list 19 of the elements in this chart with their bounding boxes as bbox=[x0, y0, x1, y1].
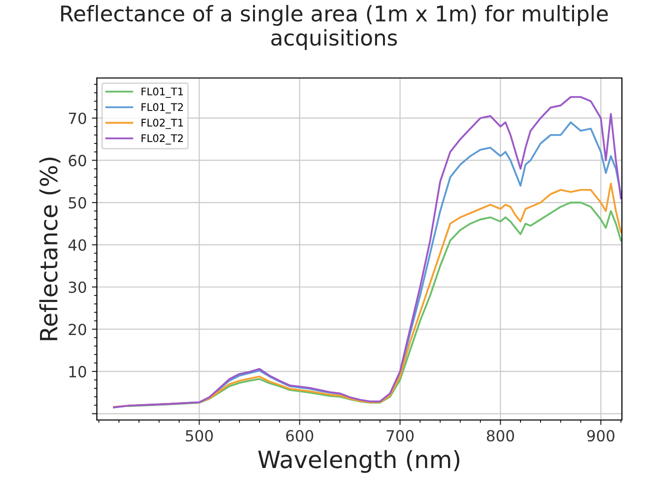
y-tick-label: 70 bbox=[68, 112, 86, 124]
y-tick-label: 10 bbox=[69, 366, 86, 378]
y-tick-label: 60 bbox=[68, 154, 86, 166]
chart-title: Reflectance of a single area (1m x 1m) for multiple acquisitions bbox=[61, 5, 608, 50]
x-tick-label: 900 bbox=[587, 430, 614, 442]
y-tick-label: 40 bbox=[68, 239, 86, 251]
x-tick-label: 700 bbox=[386, 430, 414, 442]
x-tick-label: 800 bbox=[486, 430, 514, 442]
x-axis-title: Wavelength (nm) bbox=[258, 450, 460, 473]
y-axis-title: Reflectance (%) bbox=[39, 158, 60, 340]
legend-label: FL01_T2 bbox=[142, 103, 183, 114]
legend-label: FL02_T2 bbox=[142, 134, 183, 144]
y-tick-label: 50 bbox=[68, 197, 86, 209]
legend-label: FL01_T1 bbox=[142, 88, 183, 98]
y-tick-label: 20 bbox=[68, 324, 86, 336]
y-tick-label: 30 bbox=[68, 281, 86, 294]
x-tick-label: 600 bbox=[286, 430, 314, 442]
x-tick-label: 500 bbox=[186, 430, 213, 442]
legend-label: FL02_T1 bbox=[142, 118, 183, 129]
